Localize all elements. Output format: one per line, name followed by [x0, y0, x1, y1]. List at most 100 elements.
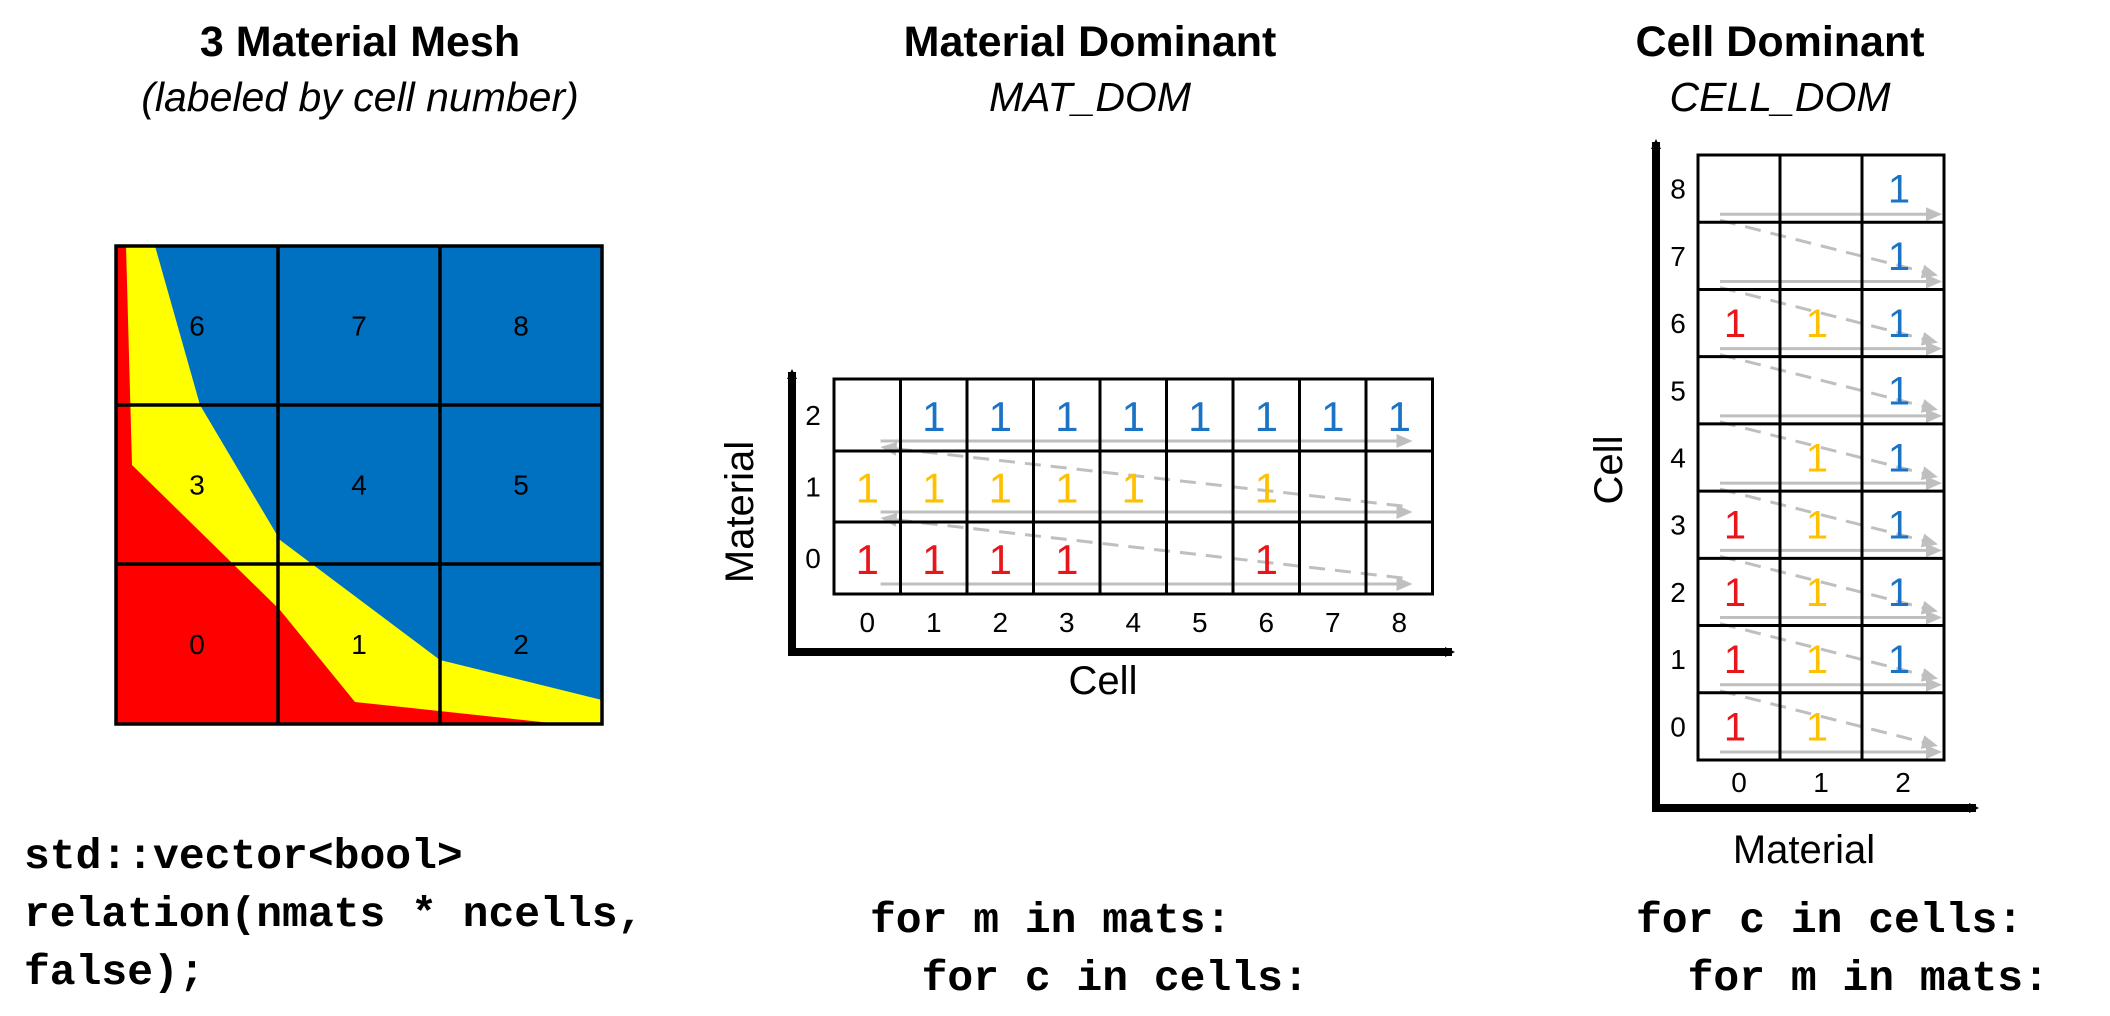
mesh-cell-label: 0 — [189, 629, 205, 660]
cell-dom-subtitle: CELL_DOM — [1669, 74, 1891, 120]
relation-declaration-code: std::vector<bool> relation(nmats * ncell… — [24, 828, 643, 1002]
mesh-grid — [114, 244, 604, 726]
row-label: 0 — [1670, 711, 1686, 742]
row-label: 2 — [805, 400, 821, 431]
mesh-cell-label: 3 — [189, 470, 205, 501]
relation-entry: 1 — [1055, 465, 1078, 512]
relation-entry: 1 — [1806, 571, 1828, 615]
return-arrow — [1719, 218, 1938, 279]
return-arrow — [1719, 420, 1938, 480]
relation-entry: 1 — [1255, 465, 1278, 512]
mesh-cell-label: 7 — [351, 311, 367, 342]
cell-dom-traversal-arrows — [1719, 207, 1942, 759]
mat-dom-loop-code: for m in mats: for c in cells: — [870, 892, 1309, 1008]
cell-dom-x-axis-label: Material — [1733, 828, 1875, 872]
traversal-arrow — [1720, 677, 1942, 692]
col-label: 2 — [1895, 767, 1911, 798]
relation-entry: 1 — [1188, 393, 1211, 440]
relation-entry: 1 — [922, 393, 945, 440]
relation-entry: 1 — [1806, 504, 1828, 548]
return-arrow — [1719, 487, 1938, 548]
mesh-cell-label: 8 — [513, 311, 529, 342]
relation-entry: 1 — [1806, 638, 1828, 682]
relation-entry: 1 — [1806, 437, 1828, 481]
row-label: 5 — [1670, 375, 1686, 406]
cell-dom-row-labels: 0 1 2 3 4 5 6 7 8 — [1670, 174, 1686, 743]
col-label: 3 — [1059, 607, 1075, 638]
cell-dom-y-axis-label: Cell — [1587, 436, 1631, 505]
cell-dom-chart: Cell Material 1 1 1 1 1 1 1 1 1 1 1 1 1 1 1 1 1 1 1 0 1 2 3 4 5… — [1587, 139, 1979, 872]
traversal-arrow — [1720, 745, 1942, 759]
relation-entry: 1 — [922, 465, 945, 512]
relation-entry: 1 — [989, 393, 1012, 440]
relation-entry: 1 — [1806, 705, 1828, 749]
relation-entry: 1 — [1724, 571, 1746, 615]
mesh-cell-label: 4 — [351, 470, 367, 501]
col-label: 7 — [1325, 607, 1341, 638]
code-line: false); — [24, 948, 205, 997]
mat-dom-x-axis-label: Cell — [1069, 659, 1138, 703]
mesh-subtitle: (labeled by cell number) — [141, 74, 579, 120]
row-label: 3 — [1670, 510, 1686, 541]
cell-dom-entries: 1 1 1 1 1 1 1 1 1 1 1 1 1 1 1 1 1 1 1 — [1724, 168, 1910, 750]
traversal-arrow — [1720, 274, 1942, 289]
relation-entry: 1 — [1888, 168, 1910, 212]
col-label: 2 — [992, 607, 1008, 638]
col-label: 0 — [859, 607, 875, 638]
relation-entry: 1 — [856, 465, 879, 512]
row-label: 1 — [805, 472, 821, 503]
code-line: relation(nmats * ncells, — [24, 890, 644, 939]
col-label: 4 — [1125, 607, 1141, 638]
return-arrow — [1719, 689, 1938, 749]
relation-entry: 1 — [1724, 302, 1746, 346]
col-label: 6 — [1258, 607, 1274, 638]
return-arrow — [1719, 353, 1938, 413]
mesh-cell-label: 2 — [513, 629, 529, 660]
mat-dom-title: Material Dominant — [903, 18, 1277, 66]
row-label: 7 — [1670, 241, 1686, 272]
traversal-arrow — [1720, 341, 1942, 356]
col-label: 0 — [1731, 767, 1747, 798]
row-label: 1 — [1670, 644, 1686, 675]
relation-entry: 1 — [1055, 536, 1078, 583]
relation-entry: 1 — [989, 465, 1012, 512]
cell-dom-col-labels: 0 1 2 — [1731, 767, 1911, 798]
traversal-arrow — [1720, 610, 1942, 625]
relation-entry: 1 — [1888, 571, 1910, 615]
col-label: 5 — [1192, 607, 1208, 638]
return-arrow — [1719, 554, 1938, 615]
relation-entry: 1 — [1888, 504, 1910, 548]
relation-entry: 1 — [1321, 393, 1344, 440]
mat-dom-row-labels: 0 1 2 — [805, 400, 821, 574]
relation-entry: 1 — [1724, 705, 1746, 749]
relation-entry: 1 — [1806, 302, 1828, 346]
traversal-arrow — [1720, 543, 1942, 558]
mat-dom-col-labels: 0 1 2 3 4 5 6 7 8 — [859, 607, 1407, 638]
row-label: 6 — [1670, 308, 1686, 339]
mesh-cell-labels: 0 1 2 3 4 5 6 7 8 — [189, 311, 529, 661]
relation-entry: 1 — [1055, 393, 1078, 440]
traversal-arrow — [1720, 476, 1942, 491]
traversal-arrow — [1720, 207, 1942, 222]
row-label: 8 — [1670, 174, 1686, 205]
mat-dom-traversal-arrows — [880, 434, 1413, 591]
relation-entry: 1 — [1388, 393, 1411, 440]
code-line: for m in mats: — [870, 896, 1232, 945]
cell-dom-title: Cell Dominant — [1635, 18, 1925, 66]
relation-entry: 1 — [1888, 235, 1910, 279]
code-line: for m in mats: — [1636, 954, 2049, 1003]
relation-entry: 1 — [1255, 393, 1278, 440]
row-label: 2 — [1670, 577, 1686, 608]
cell-dom-loop-code: for c in cells: for m in mats: — [1636, 892, 2049, 1008]
return-arrow — [1719, 285, 1938, 346]
mesh-cell-label: 6 — [189, 311, 205, 342]
relation-entry: 1 — [1122, 465, 1145, 512]
col-label: 1 — [1813, 767, 1829, 798]
relation-entry: 1 — [856, 536, 879, 583]
col-label: 1 — [926, 607, 942, 638]
relation-entry: 1 — [1888, 437, 1910, 481]
code-line: for c in cells: — [1636, 896, 2024, 945]
relation-entry: 1 — [1122, 393, 1145, 440]
code-line: std::vector<bool> — [24, 832, 463, 881]
